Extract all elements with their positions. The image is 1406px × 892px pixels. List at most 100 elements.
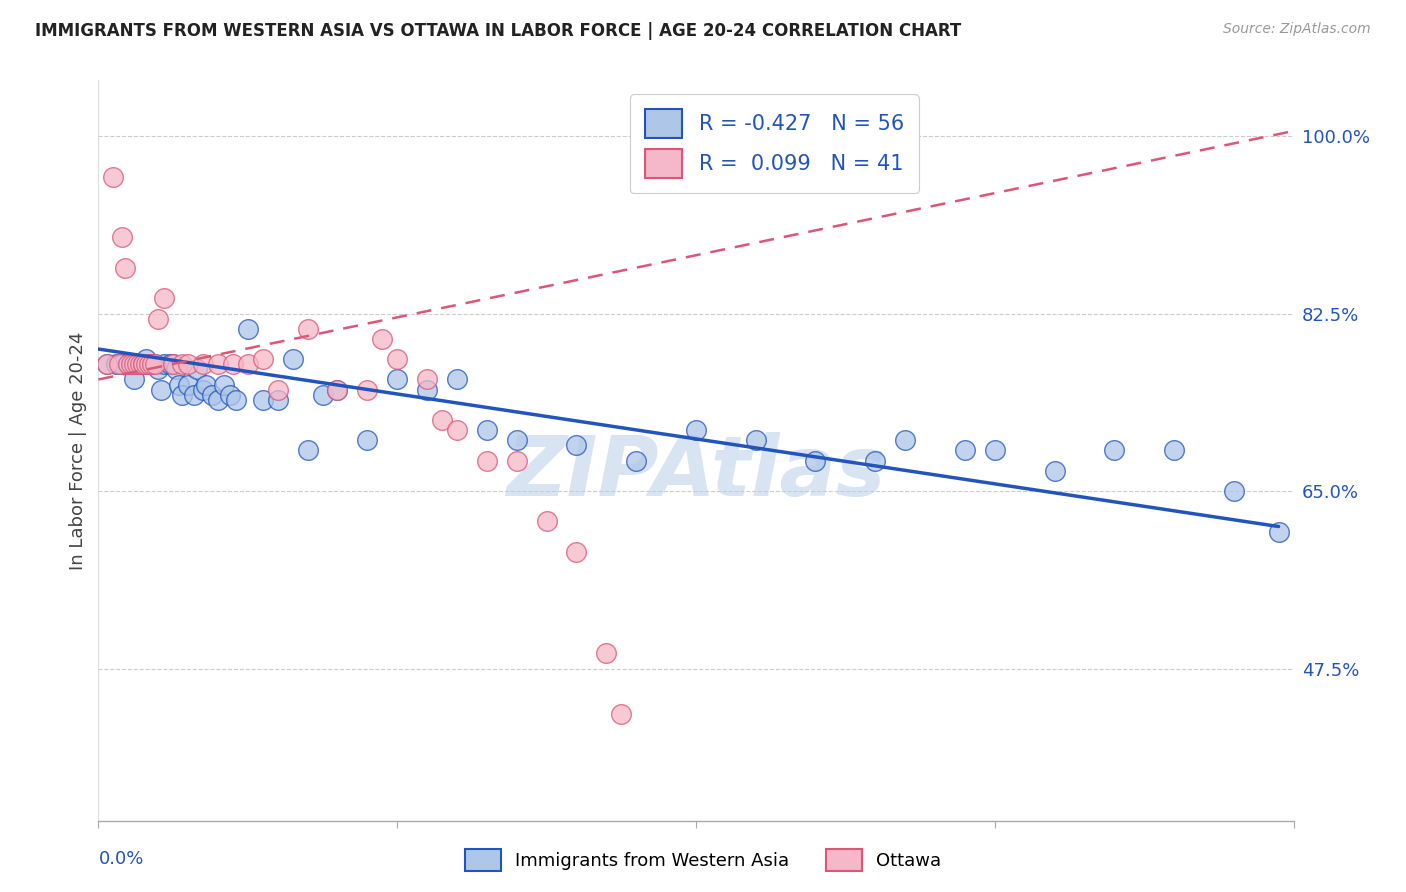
- Point: [326, 383, 349, 397]
- Point: [865, 453, 887, 467]
- Point: [212, 377, 235, 392]
- Point: [132, 357, 155, 371]
- Point: [96, 357, 118, 371]
- Point: [177, 357, 200, 371]
- Point: [150, 383, 173, 397]
- Point: [1104, 443, 1126, 458]
- Point: [953, 443, 976, 458]
- Point: [111, 230, 134, 244]
- Point: [219, 387, 242, 401]
- Point: [416, 372, 439, 386]
- Point: [252, 352, 274, 367]
- Point: [446, 423, 468, 437]
- Point: [129, 357, 152, 371]
- Point: [143, 357, 166, 371]
- Point: [536, 515, 558, 529]
- Point: [236, 357, 259, 371]
- Point: [1163, 443, 1185, 458]
- Point: [127, 357, 149, 371]
- Point: [141, 357, 163, 371]
- Point: [356, 383, 378, 397]
- Point: [385, 352, 409, 367]
- Legend: R = -0.427   N = 56, R =  0.099   N = 41: R = -0.427 N = 56, R = 0.099 N = 41: [630, 95, 918, 193]
- Point: [984, 443, 1007, 458]
- Point: [135, 357, 157, 371]
- Point: [148, 362, 170, 376]
- Point: [610, 707, 633, 722]
- Point: [195, 377, 218, 392]
- Point: [172, 357, 194, 371]
- Point: [311, 387, 333, 401]
- Point: [114, 260, 136, 275]
- Point: [162, 357, 184, 371]
- Point: [745, 434, 768, 448]
- Point: [132, 357, 155, 371]
- Point: [148, 311, 170, 326]
- Point: [207, 392, 229, 407]
- Point: [225, 392, 247, 407]
- Point: [475, 453, 498, 467]
- Point: [165, 362, 187, 376]
- Point: [506, 434, 529, 448]
- Point: [297, 322, 319, 336]
- Point: [565, 545, 588, 559]
- Point: [416, 383, 439, 397]
- Point: [135, 352, 157, 367]
- Point: [1267, 524, 1289, 539]
- Point: [117, 357, 139, 371]
- Point: [236, 322, 259, 336]
- Point: [626, 453, 648, 467]
- Point: [685, 423, 707, 437]
- Point: [124, 372, 146, 386]
- Point: [138, 357, 160, 371]
- Point: [506, 453, 529, 467]
- Point: [103, 169, 125, 184]
- Point: [1223, 483, 1246, 498]
- Point: [267, 383, 290, 397]
- Point: [105, 357, 128, 371]
- Point: [326, 383, 349, 397]
- Point: [124, 357, 146, 371]
- Text: 0.0%: 0.0%: [98, 850, 143, 868]
- Point: [565, 438, 588, 452]
- Text: Source: ZipAtlas.com: Source: ZipAtlas.com: [1223, 22, 1371, 37]
- Point: [138, 357, 160, 371]
- Point: [371, 332, 394, 346]
- Point: [267, 392, 290, 407]
- Point: [201, 387, 224, 401]
- Point: [186, 362, 208, 376]
- Point: [804, 453, 827, 467]
- Point: [177, 377, 200, 392]
- Point: [153, 291, 176, 305]
- Point: [167, 377, 190, 392]
- Text: ZIPAtlas: ZIPAtlas: [506, 432, 886, 513]
- Point: [281, 352, 304, 367]
- Point: [191, 357, 214, 371]
- Point: [172, 387, 194, 401]
- Point: [894, 434, 917, 448]
- Point: [385, 372, 409, 386]
- Y-axis label: In Labor Force | Age 20-24: In Labor Force | Age 20-24: [69, 331, 87, 570]
- Point: [222, 357, 245, 371]
- Point: [446, 372, 468, 386]
- Point: [143, 357, 166, 371]
- Point: [141, 357, 163, 371]
- Point: [96, 357, 118, 371]
- Point: [183, 387, 205, 401]
- Legend: Immigrants from Western Asia, Ottawa: Immigrants from Western Asia, Ottawa: [457, 842, 949, 879]
- Point: [117, 357, 139, 371]
- Point: [120, 357, 142, 371]
- Point: [162, 357, 184, 371]
- Point: [207, 357, 229, 371]
- Point: [252, 392, 274, 407]
- Point: [159, 357, 181, 371]
- Point: [153, 357, 176, 371]
- Point: [356, 434, 378, 448]
- Text: IMMIGRANTS FROM WESTERN ASIA VS OTTAWA IN LABOR FORCE | AGE 20-24 CORRELATION CH: IMMIGRANTS FROM WESTERN ASIA VS OTTAWA I…: [35, 22, 962, 40]
- Point: [430, 413, 453, 427]
- Point: [111, 357, 134, 371]
- Point: [108, 357, 131, 371]
- Point: [132, 357, 155, 371]
- Point: [191, 383, 214, 397]
- Point: [1043, 464, 1066, 478]
